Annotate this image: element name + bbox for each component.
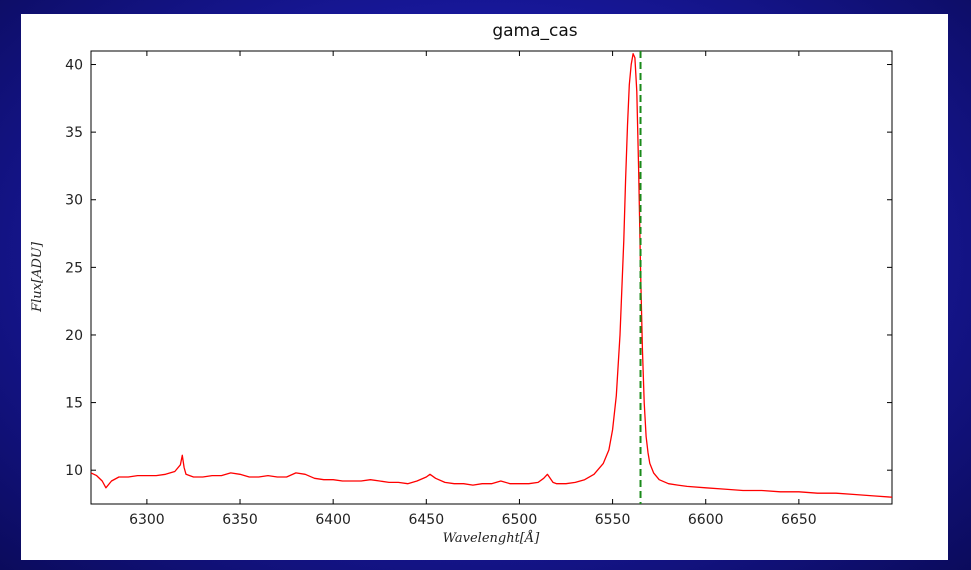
- y-tick-label: 15: [65, 396, 83, 412]
- spectrum-line: [90, 53, 893, 498]
- x-tick-label: 6650: [781, 512, 817, 528]
- x-tick-label: 6350: [222, 512, 258, 528]
- x-axis-label: Wavelenght[Å]: [443, 530, 541, 546]
- x-tick-label: 6500: [502, 512, 538, 528]
- x-tick-label: 6600: [688, 512, 724, 528]
- y-axis: 10 15 20 25 30 35 40: [65, 58, 892, 479]
- x-tick-label: 6400: [315, 512, 351, 528]
- y-axis-label: Flux[ADU]: [30, 241, 45, 313]
- y-tick-label: 25: [65, 260, 83, 276]
- spectrum-chart: gama_cas 6300 6350 6400 6450 6500 6550 6600 665…: [30, 21, 893, 546]
- chart-title: gama_cas: [492, 21, 577, 41]
- plot-area: [90, 50, 893, 505]
- x-tick-label: 6300: [129, 512, 165, 528]
- y-tick-label: 40: [65, 58, 83, 74]
- x-tick-label: 6450: [408, 512, 444, 528]
- figure-panel: gama_cas 6300 6350 6400 6450 6500 6550 6600 665…: [21, 14, 948, 560]
- x-axis: 6300 6350 6400 6450 6500 6550 6600 6650: [129, 51, 817, 528]
- y-tick-label: 35: [65, 125, 83, 141]
- y-tick-label: 20: [65, 328, 83, 344]
- x-tick-label: 6550: [595, 512, 631, 528]
- series-group: [90, 53, 893, 498]
- y-tick-label: 10: [65, 463, 83, 479]
- y-tick-label: 30: [65, 193, 83, 209]
